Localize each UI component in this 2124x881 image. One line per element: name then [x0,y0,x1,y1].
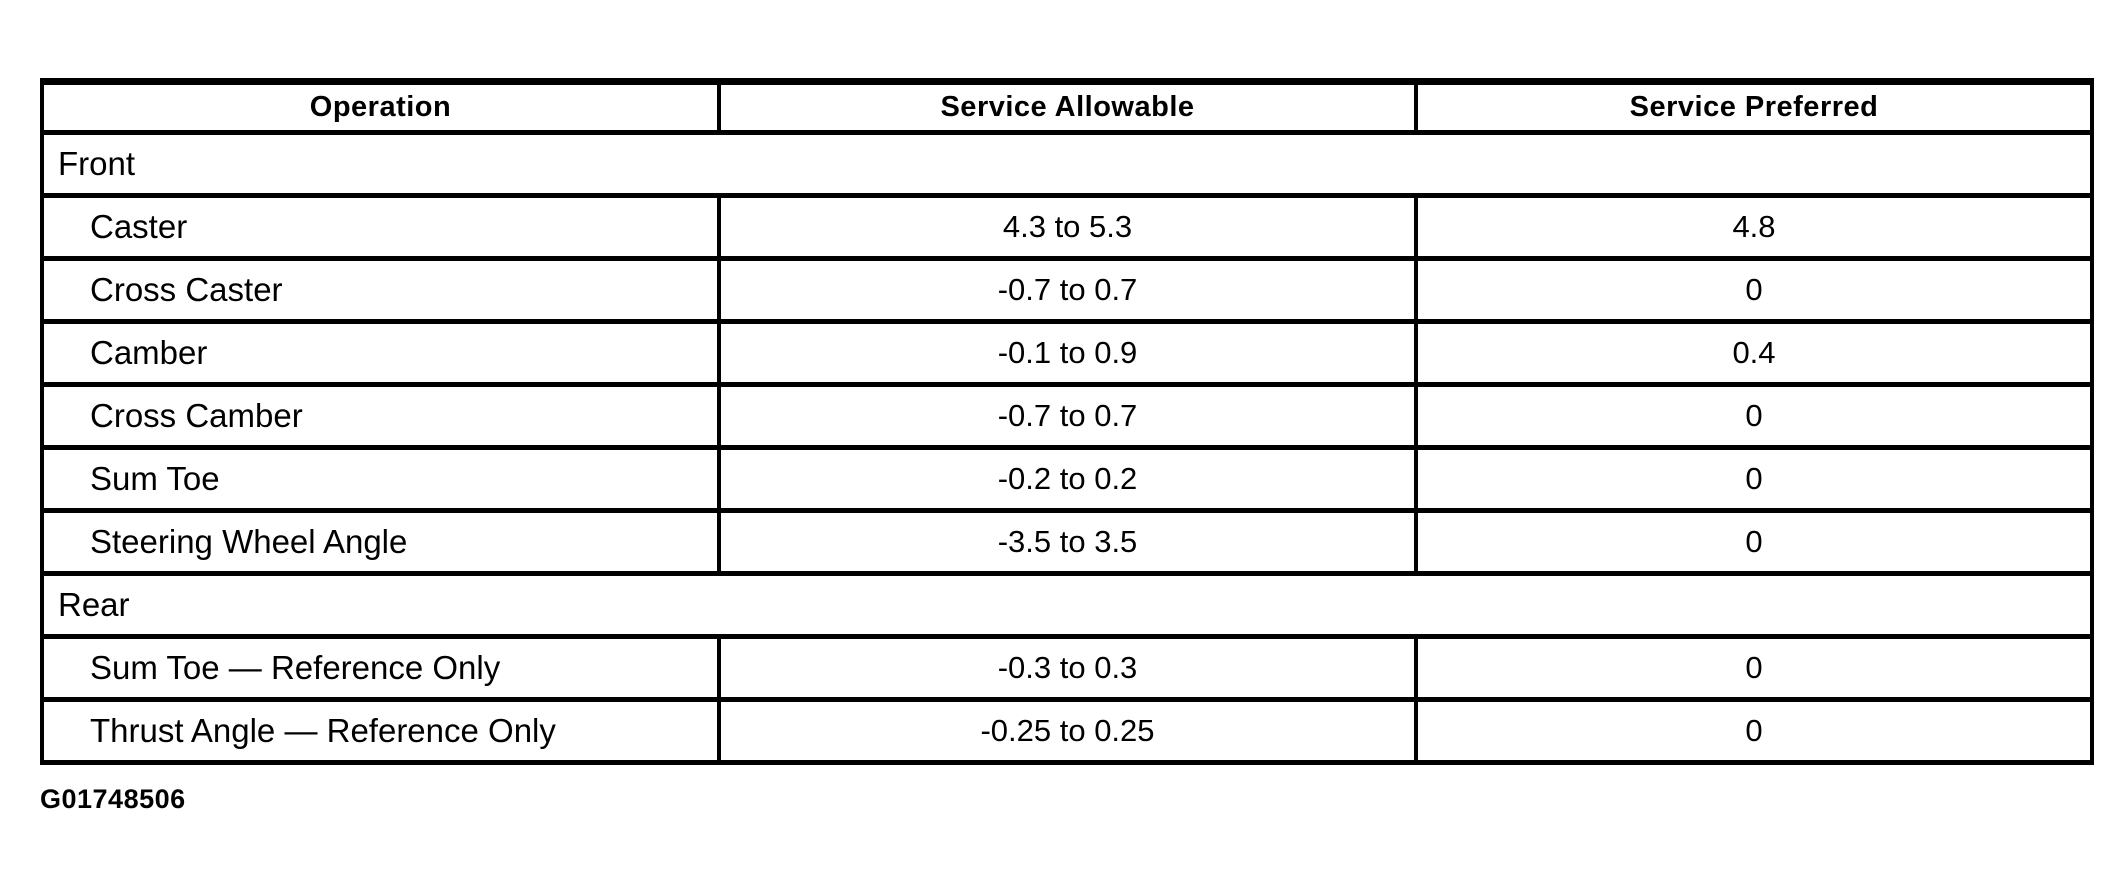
service-allowable-cell: -0.25 to 0.25 [721,702,1418,760]
service-preferred-cell: 0 [1745,524,1763,559]
operation-cell: Thrust Angle — Reference Only [44,702,721,760]
service-preferred-cell: 0.4 [1732,335,1776,370]
operation-cell: Camber [44,324,721,382]
column-header-service-allowable: Service Allowable [721,85,1418,130]
service-preferred-cell: 0 [1745,461,1763,496]
section-label-front: Front [58,145,136,182]
service-allowable-cell: -0.3 to 0.3 [721,639,1418,697]
operation-cell: Cross Camber [44,387,721,445]
service-allowable-cell: -0.7 to 0.7 [721,261,1418,319]
table-header-row: Operation Service Allowable Service Pref… [44,85,2090,135]
table-row-cross-camber: Cross Camber -0.7 to 0.7 0 [44,387,2090,450]
service-preferred-cell: 4.8 [1732,209,1776,244]
table-row-camber: Camber -0.1 to 0.9 0.4 [44,324,2090,387]
service-preferred-cell: 0 [1745,398,1763,433]
service-allowable-cell: -0.7 to 0.7 [721,387,1418,445]
service-allowable-cell: -0.1 to 0.9 [721,324,1418,382]
section-label-rear: Rear [58,586,130,623]
operation-cell: Caster [44,198,721,256]
service-allowable-cell: -3.5 to 3.5 [721,513,1418,571]
operation-cell: Cross Caster [44,261,721,319]
column-header-service-preferred: Service Preferred [1629,91,1879,123]
table-row-sum-toe: Sum Toe -0.2 to 0.2 0 [44,450,2090,513]
service-allowable-cell: 4.3 to 5.3 [721,198,1418,256]
service-preferred-cell: 0 [1745,650,1763,685]
operation-cell: Sum Toe — Reference Only [44,639,721,697]
service-allowable-cell: -0.2 to 0.2 [721,450,1418,508]
operation-cell: Steering Wheel Angle [44,513,721,571]
service-preferred-cell: 0 [1745,272,1763,307]
table-row-steering-wheel-angle: Steering Wheel Angle -3.5 to 3.5 0 [44,513,2090,576]
column-header-operation: Operation [44,85,721,130]
service-preferred-cell: 0 [1745,713,1763,748]
section-row-front: Front [44,135,2090,198]
figure-id-label: G01748506 [40,784,186,814]
section-row-rear: Rear [44,576,2090,639]
operation-cell: Sum Toe [44,450,721,508]
table-row-thrust-angle: Thrust Angle — Reference Only -0.25 to 0… [44,702,2090,760]
table-row-caster: Caster 4.3 to 5.3 4.8 [44,198,2090,261]
alignment-spec-table: Operation Service Allowable Service Pref… [40,78,2094,765]
table-row-rear-sum-toe: Sum Toe — Reference Only -0.3 to 0.3 0 [44,639,2090,702]
table-row-cross-caster: Cross Caster -0.7 to 0.7 0 [44,261,2090,324]
